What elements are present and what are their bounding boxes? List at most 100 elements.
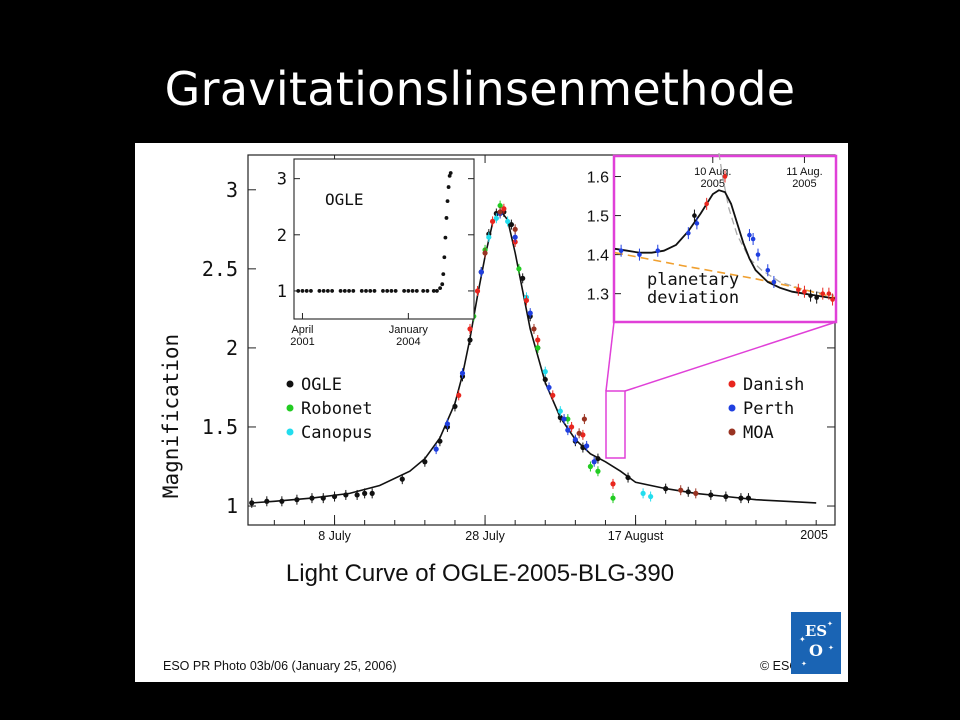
main-point-robonet (595, 468, 601, 474)
inset-ogle-x-label: January 2004 (389, 324, 429, 348)
main-point-ogle (354, 492, 360, 498)
main-point-perth (444, 421, 451, 427)
main-point-ogle (663, 486, 669, 492)
inset-ogle-point-ogle (431, 289, 436, 293)
inset-ogle-point-ogle (368, 289, 373, 293)
inset-ogle-point-ogle (300, 289, 305, 293)
inset-ogle-point-ogle (389, 289, 394, 293)
inset-ogle-y-label: 2 (277, 226, 287, 246)
inset-zoom-point-danish (722, 174, 728, 179)
inset-zoom-point-perth (655, 248, 661, 254)
main-point-ogle (422, 459, 428, 465)
main-point-perth (572, 437, 578, 443)
main-point-moa (482, 250, 488, 256)
main-point-moa (678, 487, 684, 493)
slide-title: Gravitationslinsenmethode (164, 62, 796, 116)
light-curve-figure: 1 1.5 2 2.5 3 8 July 28 July 17 August Magnific… (159, 152, 838, 543)
main-point-canopus (486, 234, 492, 240)
inset-ogle-point-ogle (425, 289, 430, 293)
inset-ogle-plot: 1 2 3 April 2001 January 2004 (277, 170, 474, 348)
main-point-perth (512, 234, 518, 240)
main-point-danish (523, 297, 530, 304)
legend-marker-canopus (286, 428, 294, 436)
inset-ogle-point-ogle (381, 289, 385, 293)
inset-zoom-point-danish (704, 201, 709, 207)
main-plot-frame (247, 154, 836, 526)
planetary-deviation-label: planetary deviation (647, 270, 739, 308)
legend-left: OGLE Robonet Canopus (286, 375, 373, 443)
inset-ogle-point-ogle (443, 235, 448, 240)
y-tick-label: 2 (226, 336, 238, 360)
inset-zoom-point-danish (826, 291, 832, 296)
inset-zoom-point-danish (830, 297, 835, 302)
eso-logo-mark: ES O ✦ ✦ ✦ ✦ (799, 620, 834, 668)
inset-ogle-point-ogle (440, 282, 445, 287)
main-point-ogle (264, 498, 270, 504)
main-point-perth (459, 370, 466, 376)
main-point-ogle (685, 489, 691, 495)
inset-zoom-point-danish (802, 289, 807, 295)
legend-label-perth: Perth (743, 399, 794, 419)
main-point-canopus (640, 490, 646, 496)
inset-zoom-point-ogle (814, 295, 819, 300)
main-point-canopus (493, 215, 499, 221)
inset-ogle-point-ogle (351, 289, 356, 293)
inset-ogle-y-label: 1 (277, 282, 287, 302)
main-point-moa (497, 209, 503, 215)
legend-marker-perth (728, 404, 736, 412)
inset-zoom-point-perth (694, 221, 700, 226)
main-point-perth (527, 310, 533, 316)
main-point-ogle (708, 492, 714, 498)
main-point-danish (456, 392, 462, 398)
legend-right: Danish Perth MOA (728, 375, 804, 443)
inset-ogle-point-ogle (406, 289, 411, 293)
inset-zoom-y-label: 1.4 (587, 248, 609, 265)
inset-ogle-point-ogle (296, 289, 301, 293)
inset-zoom-point-perth (765, 267, 771, 273)
inset-ogle-y-label: 3 (277, 170, 287, 190)
main-point-robonet (610, 495, 616, 501)
inset-ogle-point-ogle (372, 289, 377, 293)
main-point-ogle (369, 490, 375, 496)
main-point-perth (584, 443, 590, 449)
inset-ogle-point-ogle (448, 171, 453, 175)
main-point-moa (581, 416, 587, 422)
inset-ogle-x-label: April 2001 (290, 324, 314, 348)
inset-ogle-point-ogle (347, 289, 351, 293)
inset-ogle-point-ogle (321, 289, 326, 293)
main-point-ogle (362, 490, 368, 496)
main-point-danish (467, 326, 473, 332)
legend-marker-danish (728, 380, 736, 388)
main-point-ogle (249, 500, 255, 506)
main-point-danish (610, 481, 616, 487)
main-point-canopus (542, 369, 548, 375)
copyright-notice: © ESO (760, 659, 800, 673)
inset-zoom-y-label: 1.5 (587, 209, 609, 226)
main-point-ogle (437, 438, 443, 444)
inset-zoom-point-danish (796, 287, 801, 293)
no-planet-curve (614, 251, 836, 299)
legend-marker-ogle (286, 380, 294, 388)
main-point-perth (591, 459, 597, 465)
main-point-perth (561, 416, 567, 422)
legend-marker-moa (728, 428, 736, 436)
inset-ogle-point-ogle (309, 289, 313, 293)
main-point-ogle (452, 403, 458, 410)
inset-ogle-point-ogle (330, 289, 335, 293)
main-point-ogle (745, 495, 752, 501)
svg-text:O: O (809, 641, 823, 660)
inset-ogle-point-ogle (410, 289, 415, 293)
main-point-robonet (565, 416, 571, 422)
figure-credit: ESO PR Photo 03b/06 (January 25, 2006) (163, 659, 397, 673)
inset-ogle-point-ogle (402, 289, 407, 293)
inset-zoom-y-label: 1.6 (587, 170, 609, 187)
inset-zoom-point-ogle (692, 213, 697, 218)
main-point-moa (576, 430, 582, 436)
inset-ogle-title: OGLE (325, 190, 364, 209)
model-curve (251, 208, 817, 504)
main-point-ogle (320, 495, 326, 501)
figure-caption: Light Curve of OGLE-2005-BLG-390 (285, 560, 675, 587)
main-point-danish (535, 337, 541, 343)
main-point-canopus (648, 493, 654, 500)
